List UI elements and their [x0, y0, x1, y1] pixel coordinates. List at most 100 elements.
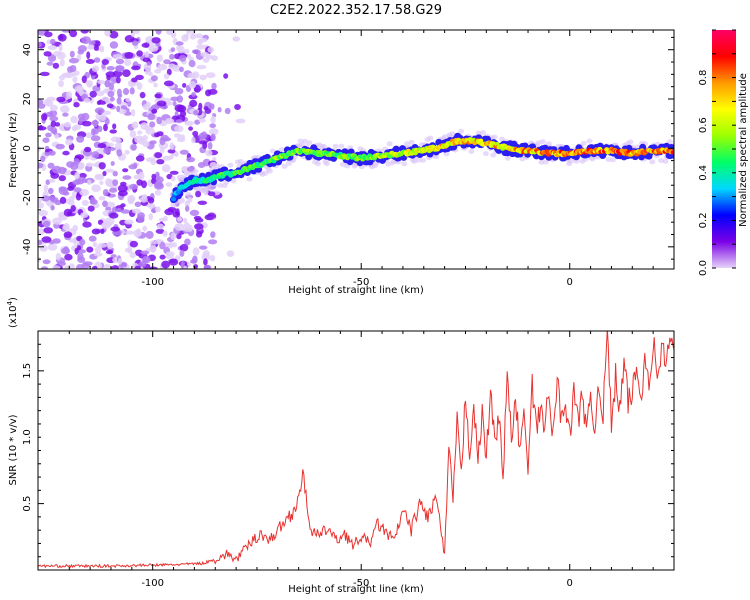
ridge-halo — [320, 144, 327, 149]
noise-speckle — [49, 116, 59, 122]
noise-speckle — [127, 246, 133, 254]
noise-speckle — [174, 88, 184, 95]
noise-speckle — [101, 59, 110, 65]
y-tick-label: 0.5 — [22, 496, 33, 512]
noise-speckle — [64, 72, 74, 79]
noise-speckle — [170, 232, 177, 241]
noise-speckle — [133, 30, 140, 35]
ridge-core — [170, 197, 177, 202]
noise-speckle — [80, 212, 89, 219]
noise-speckle — [156, 100, 167, 107]
noise-speckle — [122, 168, 129, 173]
noise-speckle — [47, 243, 58, 251]
noise-speckle — [81, 75, 87, 84]
noise-speckle — [63, 231, 73, 238]
noise-speckle — [86, 51, 91, 59]
noise-speckle — [115, 58, 125, 65]
noise-speckle — [76, 245, 82, 251]
colorbar-tick-label: 0.0 — [698, 260, 709, 276]
noise-speckle — [43, 51, 52, 57]
noise-speckle — [141, 180, 147, 189]
ridge-core — [670, 150, 674, 155]
noise-speckle — [65, 266, 70, 269]
noise-speckle — [92, 242, 98, 247]
noise-speckle — [77, 49, 84, 55]
noise-speckle — [234, 104, 241, 110]
noise-speckle — [156, 116, 163, 125]
noise-speckle — [148, 202, 156, 210]
noise-speckle — [64, 253, 73, 261]
spectrogram-x-label: Height of straight line (km) — [288, 285, 424, 296]
noise-speckle — [149, 121, 156, 128]
noise-speckle — [142, 57, 151, 63]
snr-y-ticks: 0.5 1.0 1.5 — [22, 343, 674, 558]
noise-speckle — [92, 128, 99, 135]
noise-speckle — [208, 239, 218, 245]
noise-speckle — [192, 130, 199, 137]
noise-speckle — [112, 170, 118, 177]
noise-speckle — [116, 88, 122, 97]
noise-speckle — [163, 73, 170, 80]
noise-speckle — [49, 104, 58, 112]
ridge-halo — [605, 157, 612, 162]
noise-speckle — [47, 45, 57, 51]
noise-speckle — [38, 103, 46, 109]
noise-speckle — [156, 131, 164, 137]
noise-speckle — [173, 133, 181, 138]
noise-speckle — [110, 96, 115, 102]
noise-speckle — [116, 149, 123, 157]
noise-speckle — [98, 196, 106, 201]
noise-speckle — [180, 110, 187, 118]
noise-speckle — [85, 132, 92, 139]
noise-speckle — [135, 155, 145, 162]
noise-speckle — [70, 115, 78, 124]
noise-speckle — [149, 245, 157, 253]
noise-speckle — [124, 58, 132, 67]
ridge-halo — [649, 159, 656, 165]
noise-speckle — [77, 256, 86, 263]
noise-speckle — [136, 82, 143, 90]
noise-speckle — [67, 200, 75, 206]
noise-speckle — [174, 223, 185, 231]
y-tick-label: 1.0 — [22, 429, 33, 445]
snr-y-label: SNR (10 * v/v) — [8, 414, 19, 485]
noise-speckle — [159, 254, 166, 260]
snr-y-multiplier-close: ) — [8, 297, 19, 301]
noise-speckle — [170, 96, 180, 102]
noise-speckle — [148, 213, 153, 221]
noise-speckle — [187, 196, 193, 203]
noise-speckle — [148, 45, 159, 52]
noise-speckle — [204, 214, 215, 221]
noise-speckle — [156, 54, 163, 62]
noise-speckle — [189, 209, 200, 216]
noise-speckle — [89, 90, 97, 98]
noise-speckle — [146, 101, 151, 108]
noise-speckle — [55, 252, 62, 261]
noise-speckle — [235, 118, 246, 124]
noise-speckle — [175, 119, 183, 124]
noise-speckle — [48, 195, 55, 201]
noise-speckle — [196, 44, 206, 50]
noise-speckle — [131, 65, 141, 71]
noise-speckle — [103, 147, 111, 155]
noise-speckle — [118, 108, 127, 115]
noise-speckle — [85, 162, 94, 168]
noise-speckle — [101, 221, 111, 229]
noise-speckle — [109, 30, 119, 39]
snr-series-line — [38, 331, 674, 569]
ridge-halo — [609, 157, 616, 163]
noise-speckle — [195, 190, 202, 198]
noise-speckle — [89, 43, 94, 50]
noise-speckle — [63, 208, 73, 217]
noise-speckle — [131, 208, 142, 214]
colorbar-label: Normalized spectral amplitude — [738, 73, 749, 227]
noise-speckle — [116, 76, 121, 84]
noise-speckle — [54, 133, 59, 139]
noise-speckle — [38, 99, 44, 105]
noise-speckle — [42, 259, 51, 265]
noise-speckle — [63, 223, 70, 231]
ridge-halo — [542, 159, 549, 165]
noise-speckle — [92, 119, 98, 128]
noise-speckle — [52, 238, 61, 244]
